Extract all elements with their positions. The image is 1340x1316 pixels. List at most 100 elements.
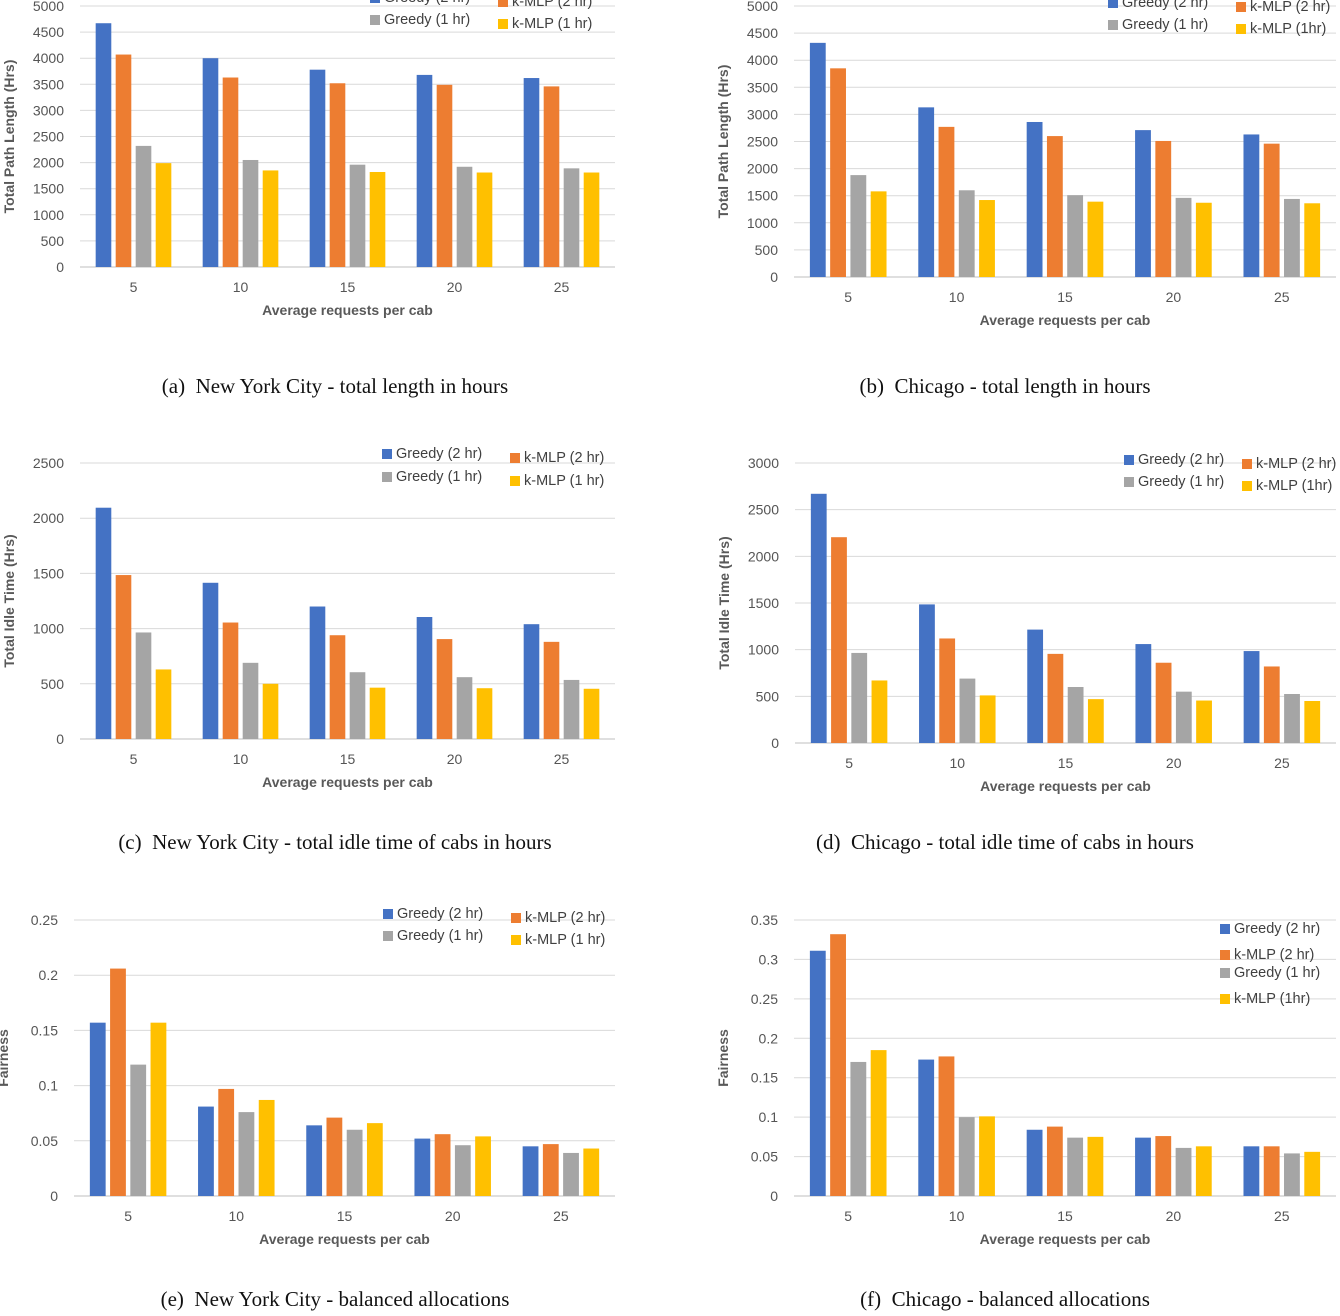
bar-greedy-2-hr-15: [1026, 121, 1043, 277]
y-tick-label: 2500: [747, 134, 778, 150]
bar-k-mlp-2-hr-15: [1046, 136, 1063, 277]
y-tick-label: 0: [770, 1188, 778, 1204]
bar-k-mlp-2-hr-5: [115, 54, 132, 267]
y-tick-label: 3000: [747, 106, 778, 122]
legend-label: Greedy (1 hr): [1138, 474, 1224, 490]
legend-swatch-greedy-2-hr: [1124, 455, 1134, 465]
bar-greedy-2-hr-10: [918, 1059, 935, 1196]
bar-greedy-1-hr-5: [130, 1064, 147, 1196]
bar-greedy-2-hr-20: [414, 1138, 431, 1196]
y-tick-label: 2000: [747, 161, 778, 177]
x-tick-label: 20: [1166, 289, 1182, 305]
y-tick-label: 4000: [747, 52, 778, 68]
bar-greedy-2-hr-20: [416, 617, 433, 739]
bar-k-mlp-2-hr-5: [830, 934, 846, 1196]
bar-k-mlp-1-hr-5: [155, 163, 172, 267]
y-tick-label: 1500: [33, 565, 64, 581]
bar-k-mlp-1hr-25: [1304, 203, 1321, 277]
x-tick-label: 5: [844, 1208, 852, 1224]
legend-label: k-MLP (2 hr): [1250, 0, 1330, 15]
x-tick-label: 15: [340, 279, 356, 295]
y-tick-label: 0: [56, 259, 64, 275]
legend-swatch-k-mlp-2-hr: [498, 0, 508, 7]
bar-k-mlp-1hr-20: [1195, 1146, 1212, 1196]
bar-k-mlp-2-hr-10: [222, 622, 239, 739]
x-tick-label: 5: [130, 751, 138, 767]
bar-k-mlp-1-hr-25: [583, 172, 600, 267]
legend-label: Greedy (1 hr): [396, 469, 482, 485]
y-tick-label: 1500: [748, 595, 779, 611]
bar-greedy-2-hr-15: [309, 69, 326, 268]
bar-greedy-2-hr-5: [89, 1022, 106, 1196]
bar-k-mlp-1-hr-15: [369, 171, 386, 267]
legend-swatch-greedy-2-hr: [383, 909, 393, 919]
bar-greedy-1-hr-10: [242, 159, 259, 267]
bar-k-mlp-1-hr-15: [366, 1123, 383, 1196]
legend-label: k-MLP (2 hr): [524, 450, 604, 466]
bar-k-mlp-1hr-15: [1087, 1136, 1104, 1196]
y-axis-title: Fairness: [0, 1029, 11, 1087]
legend-label: Greedy (1 hr): [1122, 17, 1208, 33]
legend-swatch-k-mlp-1hr: [1220, 994, 1230, 1004]
bar-greedy-2-hr-25: [523, 624, 540, 739]
bar-k-mlp-1-hr-20: [476, 172, 493, 267]
x-tick-label: 10: [229, 1208, 245, 1224]
y-tick-label: 1000: [33, 207, 64, 223]
bar-greedy-2-hr-25: [522, 1146, 539, 1196]
legend-swatch-k-mlp-1hr: [1236, 24, 1246, 34]
bar-greedy-2-hr-25: [1243, 134, 1260, 277]
x-tick-label: 25: [553, 1208, 569, 1224]
caption-text: New York City - total length in hours: [195, 374, 509, 398]
y-axis-title: Total Idle Time (Hrs): [1, 534, 17, 667]
y-tick-label: 1500: [747, 188, 778, 204]
bar-k-mlp-2-hr-20: [1155, 1136, 1172, 1196]
caption-label: (c): [118, 830, 142, 854]
y-tick-label: 0.1: [39, 1078, 59, 1094]
chart-d: 0 500 1000 1500 2000 2500 3000 5 10 15 20 25 Average…: [716, 452, 1336, 794]
y-tick-label: 0: [56, 731, 64, 747]
y-tick-label: 3500: [33, 76, 64, 92]
x-tick-label: 25: [1274, 289, 1290, 305]
y-tick-label: 0.05: [751, 1149, 778, 1165]
chart-a: 0 500 1000 1500 2000 2500 3000 3500 4000 4500 5000…: [1, 0, 615, 318]
bar-k-mlp-2-hr-10: [222, 77, 239, 267]
x-tick-label: 5: [124, 1208, 132, 1224]
legend-swatch-k-mlp-1hr: [1242, 481, 1252, 491]
legend-label: k-MLP (2 hr): [1234, 947, 1314, 963]
bar-greedy-2-hr-10: [202, 58, 219, 268]
y-tick-label: 1000: [748, 642, 779, 658]
bar-greedy-1-hr-5: [850, 175, 867, 277]
bar-k-mlp-2-hr-25: [542, 1144, 559, 1196]
bar-k-mlp-1hr-5: [870, 1050, 887, 1196]
bar-greedy-1-hr-5: [851, 652, 868, 743]
bar-greedy-2-hr-5: [95, 23, 112, 268]
x-tick-label: 20: [1166, 755, 1182, 771]
legend-swatch-k-mlp-2-hr: [1242, 459, 1252, 469]
y-tick-label: 0.35: [751, 912, 778, 928]
bar-k-mlp-1-hr-20: [475, 1136, 491, 1196]
x-tick-label: 15: [1057, 1208, 1073, 1224]
legend-label: Greedy (2 hr): [396, 446, 482, 462]
legend-label: Greedy (1 hr): [1234, 965, 1320, 981]
y-tick-label: 5000: [33, 0, 64, 14]
bar-k-mlp-2-hr-25: [1263, 143, 1280, 277]
legend-label: Greedy (2 hr): [1122, 0, 1208, 11]
y-tick-label: 3000: [748, 455, 779, 471]
bar-greedy-1-hr-25: [563, 1152, 579, 1196]
bar-k-mlp-1-hr-10: [258, 1099, 275, 1196]
bar-greedy-2-hr-10: [919, 604, 935, 743]
caption-label: (d): [816, 830, 841, 854]
y-tick-label: 0.1: [759, 1109, 779, 1125]
legend-label: Greedy (1 hr): [384, 12, 470, 28]
bar-k-mlp-2-hr-15: [1047, 653, 1064, 743]
bar-k-mlp-2-hr-10: [938, 1056, 955, 1196]
bar-greedy-1-hr-25: [1284, 694, 1300, 743]
bar-greedy-2-hr-10: [918, 107, 935, 277]
legend-swatch-k-mlp-1-hr: [511, 935, 521, 945]
legend-label: k-MLP (1hr): [1234, 991, 1310, 1007]
legend-label: Greedy (2 hr): [1138, 452, 1224, 468]
bar-k-mlp-2-hr-20: [1155, 140, 1172, 277]
x-tick-label: 5: [130, 279, 138, 295]
legend-swatch-k-mlp-2-hr: [1220, 950, 1230, 960]
bar-greedy-2-hr-5: [95, 507, 112, 739]
